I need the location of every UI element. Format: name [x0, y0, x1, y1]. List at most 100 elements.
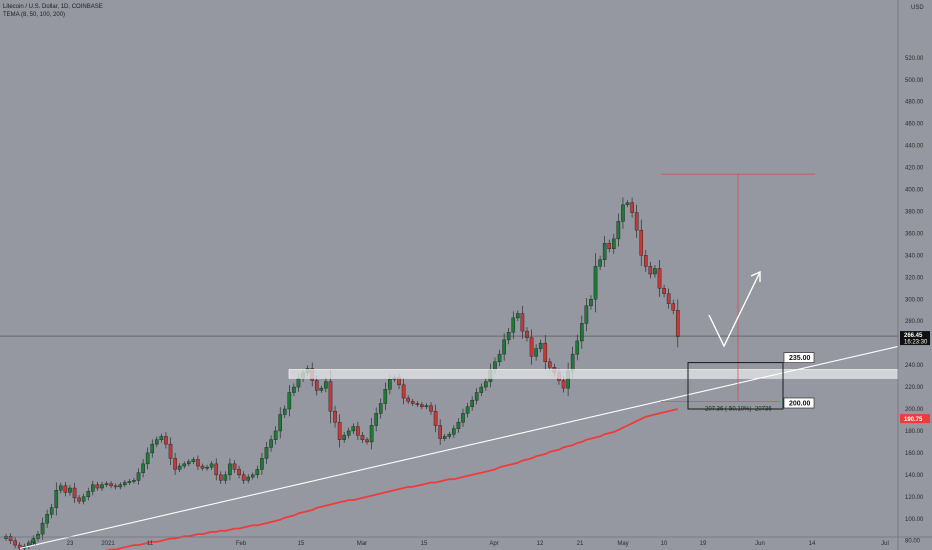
candle-body	[529, 337, 534, 357]
candle-body	[675, 310, 680, 337]
candle-body	[77, 497, 81, 502]
candle-body	[575, 340, 580, 355]
symbol-line[interactable]: Litecoin / U.S. Dollar, 1D, COINBASE	[3, 4, 103, 10]
candle-body	[420, 404, 424, 408]
candle-body	[406, 397, 410, 402]
candle-body	[132, 480, 136, 482]
price-tick-label: 140.00	[905, 473, 924, 479]
candle-body	[228, 463, 232, 476]
candle-body	[182, 463, 187, 467]
candle-body	[447, 434, 452, 437]
candle-body	[100, 484, 104, 489]
current-price-value: 266.45	[904, 333, 923, 339]
time-tick-label: 11	[147, 541, 154, 547]
projected-path	[708, 271, 761, 348]
candle-body	[543, 342, 548, 363]
candle-body	[246, 476, 251, 481]
candle-body	[40, 522, 45, 535]
candle-body	[452, 428, 456, 435]
candle-body	[255, 469, 260, 476]
candle-body	[502, 339, 506, 355]
price-tick-label: 220.00	[905, 385, 924, 391]
candle-body	[648, 266, 653, 275]
candle-body	[282, 408, 287, 415]
candle-body	[81, 496, 86, 502]
candle-body	[63, 485, 68, 493]
price-tick-label: 420.00	[905, 166, 924, 172]
time-tick-label: 2021	[101, 541, 115, 547]
candle-body	[383, 389, 388, 404]
candle-body	[91, 484, 95, 492]
candle-body	[365, 439, 369, 443]
candle-body	[470, 400, 474, 408]
candle-body	[269, 439, 273, 448]
candle-body	[319, 387, 324, 391]
price-tick-label: 360.00	[905, 231, 924, 237]
candle-body	[388, 379, 392, 390]
candle-body	[145, 452, 150, 465]
candle-body	[593, 266, 598, 300]
candle-body	[657, 268, 662, 289]
candle-body	[639, 229, 644, 256]
candle-body	[241, 474, 246, 481]
candle-body	[104, 483, 109, 485]
candle-body	[461, 413, 465, 423]
candle-body	[378, 403, 383, 414]
candle-body	[666, 293, 671, 304]
candle-body	[589, 299, 593, 307]
time-tick-label: Feb	[236, 541, 247, 547]
candle-body	[72, 487, 77, 499]
candle-body	[602, 243, 607, 260]
price-tick-label: 100.00	[905, 517, 924, 523]
price-tick-label: 240.00	[905, 363, 924, 369]
candle-body	[474, 392, 479, 401]
candle-body	[360, 435, 365, 440]
price-tick-label: 300.00	[905, 297, 924, 303]
price-tick-label: 160.00	[905, 451, 924, 457]
candle-body	[95, 484, 100, 489]
candle-body	[570, 353, 575, 371]
chart-legend: Litecoin / U.S. Dollar, 1D, COINBASE TEM…	[3, 3, 103, 19]
candle-body	[31, 538, 36, 544]
candle-body	[141, 463, 145, 473]
currency-label: USD	[911, 5, 924, 11]
arrow-head	[750, 270, 761, 282]
candle-body	[150, 443, 155, 454]
price-tick-label: 340.00	[905, 253, 924, 259]
candle-body	[516, 313, 520, 319]
label-235-box	[783, 352, 815, 363]
price-tick-label: 180.00	[905, 429, 924, 435]
candle-body	[200, 465, 205, 469]
candle-body	[438, 425, 442, 439]
candle-body	[429, 405, 433, 412]
candle-body	[209, 463, 214, 468]
candle-body	[278, 414, 283, 432]
candle-body	[127, 481, 132, 483]
candle-body	[273, 430, 278, 440]
candle-body	[369, 425, 374, 443]
tema-price-value: 190.75	[904, 417, 923, 423]
candle-body	[59, 485, 63, 491]
ascending-trendline	[19, 345, 899, 549]
candle-body	[54, 490, 59, 508]
candle-body	[314, 380, 319, 391]
candle-body	[484, 381, 488, 388]
price-tick-label: 520.00	[905, 56, 924, 62]
candle-body	[433, 410, 438, 426]
candle-body	[86, 491, 91, 498]
candle-body	[442, 436, 447, 439]
candle-body	[410, 401, 415, 404]
support-zone	[288, 369, 899, 379]
candle-body	[8, 536, 13, 541]
candle-body	[155, 439, 159, 445]
tema-200-line	[105, 408, 679, 550]
price-tick-label: 200.00	[905, 407, 924, 413]
label-200: 200.00	[789, 401, 811, 408]
indicator-line[interactable]: TEMA (8, 50, 100, 200)	[3, 12, 66, 18]
candle-body	[534, 348, 538, 357]
candle-body	[612, 238, 616, 249]
current-price-tag	[900, 331, 930, 346]
